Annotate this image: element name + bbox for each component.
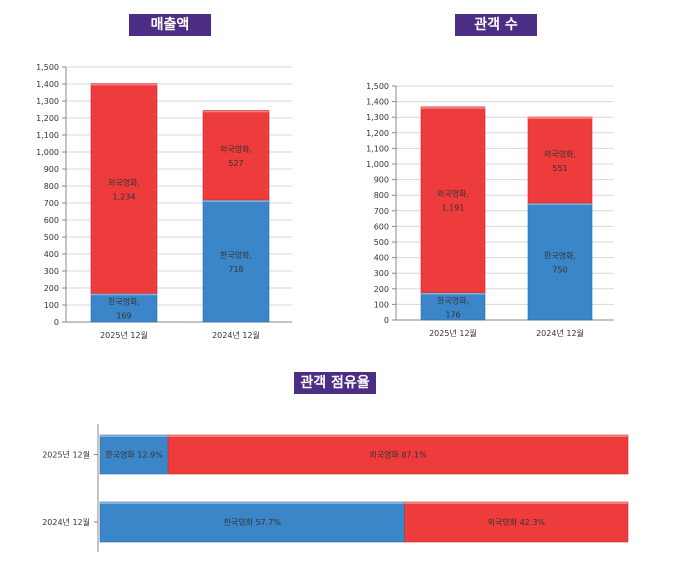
admissions-ytick-label: 200 bbox=[374, 285, 389, 294]
revenue-ytick-label: 400 bbox=[44, 250, 59, 259]
revenue-ytick-label: 300 bbox=[44, 267, 59, 276]
share-bar-highlight bbox=[168, 435, 628, 437]
revenue-xtick-label: 2024년 12월 bbox=[212, 330, 260, 340]
admissions-bar-korean bbox=[420, 292, 486, 321]
admissions-ytick-label: 400 bbox=[374, 254, 389, 263]
admissions-ytick-label: 100 bbox=[374, 300, 389, 309]
share-bar-highlight bbox=[100, 435, 169, 437]
revenue-bar-highlight bbox=[91, 293, 157, 296]
admissions-ytick-label: 1,300 bbox=[366, 113, 389, 122]
share-segment-label: 외국영화 87.1% bbox=[369, 450, 427, 460]
admissions-ytick-label: 800 bbox=[374, 191, 389, 200]
revenue-ytick-label: 500 bbox=[44, 233, 59, 242]
revenue-segment-name: 외국영화, bbox=[108, 177, 140, 187]
revenue-ytick-label: 200 bbox=[44, 284, 59, 293]
admissions-bar-highlight bbox=[528, 117, 592, 120]
admissions-bar-foreign bbox=[527, 116, 593, 204]
admissions-bar-foreign bbox=[420, 106, 486, 293]
share-category-label: 2024년 12월 bbox=[42, 517, 90, 527]
admissions-segment-name: 한국영화, bbox=[437, 295, 469, 305]
share-bar-foreign bbox=[404, 501, 629, 543]
share-category-label: 2025년 12월 bbox=[42, 450, 90, 460]
revenue-ytick-label: 1,400 bbox=[36, 80, 59, 89]
revenue-ytick-label: 700 bbox=[44, 199, 59, 208]
share-bar-highlight bbox=[404, 502, 628, 504]
revenue-bar-korean bbox=[202, 199, 270, 323]
admissions-ytick-label: 1,400 bbox=[366, 98, 389, 107]
revenue-segment-name: 한국영화, bbox=[108, 297, 140, 307]
revenue-ytick-label: 600 bbox=[44, 216, 59, 225]
admissions-ytick-label: 0 bbox=[384, 316, 389, 325]
admissions-bar-highlight bbox=[421, 106, 485, 109]
share-bar-korean bbox=[99, 434, 169, 475]
revenue-bar-foreign bbox=[90, 83, 158, 294]
admissions-ytick-label: 300 bbox=[374, 269, 389, 278]
admissions-segment-value: 176 bbox=[445, 310, 460, 319]
admissions-ytick-label: 900 bbox=[374, 176, 389, 185]
revenue-bar-foreign bbox=[202, 110, 270, 201]
admissions-ytick-label: 1,100 bbox=[366, 144, 389, 153]
revenue-ytick-label: 1,500 bbox=[36, 63, 59, 72]
revenue-ytick-label: 900 bbox=[44, 165, 59, 174]
revenue-bar-highlight bbox=[203, 110, 269, 113]
revenue-ytick-label: 1,300 bbox=[36, 97, 59, 106]
admissions-bar-korean bbox=[527, 202, 593, 321]
admissions-xtick-label: 2024년 12월 bbox=[536, 328, 584, 338]
revenue-segment-name: 한국영화, bbox=[220, 250, 252, 260]
revenue-segment-value: 169 bbox=[116, 312, 131, 321]
admissions-chart-title: 관객 수 bbox=[455, 14, 537, 36]
admissions-xtick-label: 2025년 12월 bbox=[429, 328, 477, 338]
revenue-chart-title: 매출액 bbox=[129, 14, 211, 36]
admissions-ytick-label: 500 bbox=[374, 238, 389, 247]
revenue-ytick-label: 1,100 bbox=[36, 131, 59, 140]
revenue-xtick-label: 2025년 12월 bbox=[100, 330, 148, 340]
admissions-segment-name: 한국영화, bbox=[544, 251, 576, 261]
revenue-segment-value: 527 bbox=[228, 159, 243, 168]
revenue-bar-korean bbox=[90, 292, 158, 323]
share-bar-foreign bbox=[167, 434, 629, 475]
admissions-ytick-label: 700 bbox=[374, 207, 389, 216]
admissions-ytick-label: 1,500 bbox=[366, 82, 389, 91]
revenue-ytick-label: 100 bbox=[44, 301, 59, 310]
revenue-ytick-label: 1,000 bbox=[36, 148, 59, 157]
share-bar-korean bbox=[99, 501, 405, 543]
admissions-segment-value: 1,191 bbox=[442, 204, 465, 213]
revenue-segment-value: 1,234 bbox=[113, 192, 136, 201]
revenue-ytick-label: 0 bbox=[54, 318, 59, 327]
revenue-segment-value: 718 bbox=[228, 265, 243, 274]
revenue-segment-name: 외국영화, bbox=[220, 144, 252, 154]
admissions-segment-value: 551 bbox=[552, 164, 567, 173]
admissions-ytick-label: 1,000 bbox=[366, 160, 389, 169]
share-segment-label: 한국영화 57.7% bbox=[224, 517, 282, 527]
share-bar-highlight bbox=[100, 502, 405, 504]
revenue-bar-highlight bbox=[91, 83, 157, 86]
admissions-segment-name: 외국영화, bbox=[544, 149, 576, 159]
admissions-ytick-label: 600 bbox=[374, 222, 389, 231]
admissions-segment-value: 750 bbox=[552, 266, 567, 275]
share-segment-label: 외국영화 42.3% bbox=[488, 517, 546, 527]
admissions-ytick-label: 1,200 bbox=[366, 129, 389, 138]
admissions-segment-name: 외국영화, bbox=[437, 189, 469, 199]
revenue-ytick-label: 800 bbox=[44, 182, 59, 191]
admissions-bar-highlight bbox=[421, 292, 485, 295]
revenue-bar-highlight bbox=[203, 199, 269, 202]
share-segment-label: 한국영화 12.9% bbox=[105, 450, 163, 460]
revenue-ytick-label: 1,200 bbox=[36, 114, 59, 123]
admissions-bar-highlight bbox=[528, 203, 592, 205]
share-chart-title: 관객 점유율 bbox=[294, 372, 376, 394]
